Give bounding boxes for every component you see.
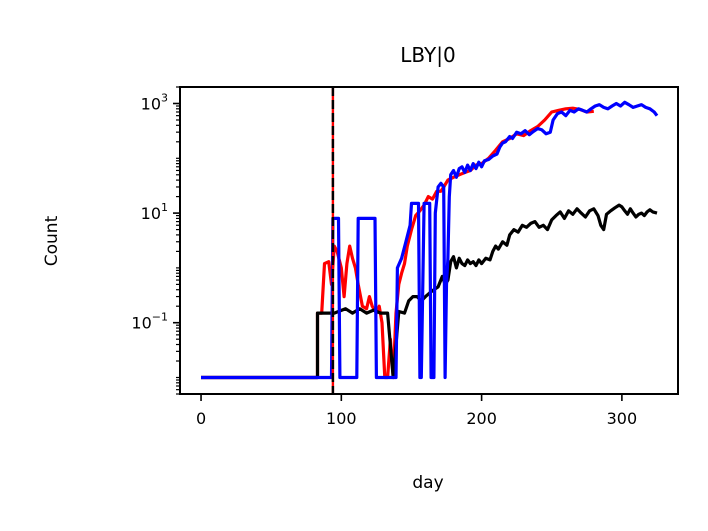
x-tick-label: 0 xyxy=(196,409,206,428)
series-line-2 xyxy=(201,203,658,380)
y-tick-label: 10−1 xyxy=(131,311,168,333)
x-axis: 0 100 200 300 xyxy=(196,394,637,428)
y-tick-label: 101 xyxy=(141,201,168,223)
x-tick-label: 200 xyxy=(466,409,497,428)
x-tick-label: 300 xyxy=(607,409,638,428)
series-layer xyxy=(201,100,659,380)
chart-title: LBY|0 xyxy=(400,43,455,67)
x-axis-label: day xyxy=(412,473,443,493)
y-tick-label: 103 xyxy=(141,91,168,113)
x-tick-label: 100 xyxy=(326,409,357,428)
plot-frame xyxy=(179,86,679,395)
y-axis: 10−1 101 103 xyxy=(131,86,180,395)
y-axis-label: Count xyxy=(42,215,62,266)
series-line-3 xyxy=(201,100,659,380)
